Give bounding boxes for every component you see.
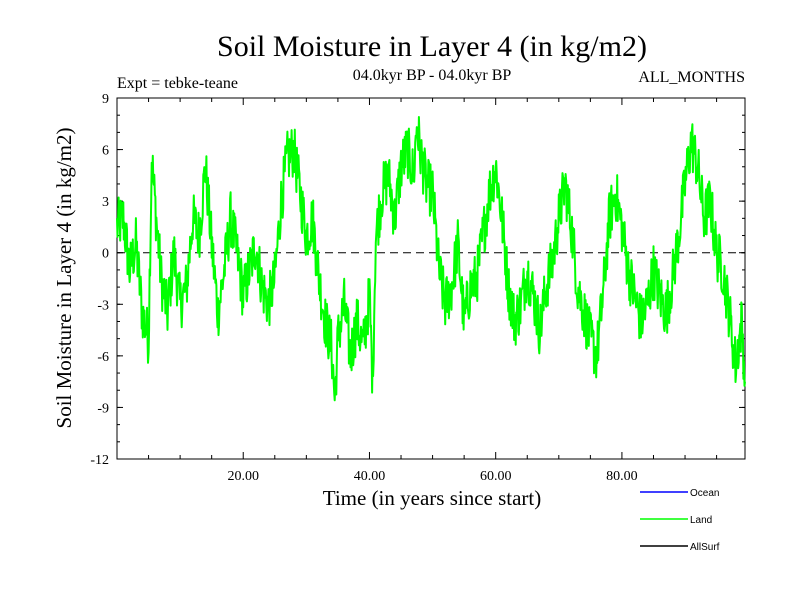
y-tick-label: 6 — [102, 144, 109, 159]
x-tick-label: 40.00 — [354, 469, 386, 484]
x-axis-ticks: 20.00 40.00 60.00 80.00 — [148, 98, 718, 484]
x-tick-label: 20.00 — [227, 469, 259, 484]
period-label: 04.0kyr BP - 04.0kyr BP — [353, 67, 512, 84]
months-label: ALL_MONTHS — [638, 69, 745, 86]
y-axis-ticks: 9 6 3 0 -3 -6 -9 -12 — [90, 92, 745, 468]
x-tick-label: 60.00 — [480, 469, 512, 484]
legend-label-allsurf: AllSurf — [690, 542, 720, 553]
y-tick-label: 3 — [102, 195, 109, 210]
x-axis-label: Time (in years since start) — [323, 486, 542, 510]
series-line-land — [116, 116, 746, 402]
y-tick-label: 9 — [102, 92, 109, 107]
y-tick-label: -3 — [97, 298, 109, 313]
y-tick-label: -6 — [97, 350, 109, 365]
y-axis-label: Soil Moisture in Layer 4 (in kg/m2) — [52, 128, 76, 429]
legend-label-land: Land — [690, 515, 712, 526]
legend: Ocean Land AllSurf — [640, 488, 720, 553]
chart-title: Soil Moisture in Layer 4 (in kg/m2) — [217, 30, 647, 63]
y-tick-label: -9 — [97, 401, 109, 416]
y-tick-label: -12 — [90, 453, 109, 468]
experiment-label: Expt = tebke-teane — [117, 75, 238, 92]
y-tick-label: 0 — [102, 247, 109, 262]
x-tick-label: 80.00 — [606, 469, 638, 484]
plot-frame — [116, 97, 746, 460]
legend-label-ocean: Ocean — [690, 488, 719, 499]
